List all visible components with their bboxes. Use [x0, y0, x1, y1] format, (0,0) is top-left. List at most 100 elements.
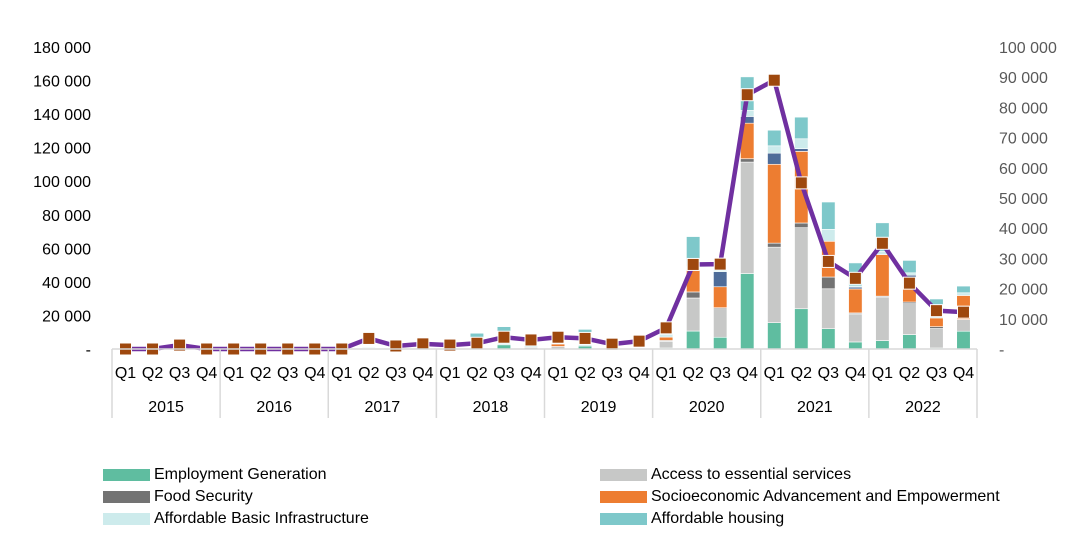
quarter-label: Q4: [953, 365, 974, 382]
quarter-label: Q2: [250, 365, 271, 382]
legend-swatch: [103, 469, 150, 481]
line-marker: [767, 73, 781, 87]
bar-segment: [740, 273, 755, 350]
bar-segment: [767, 163, 782, 244]
bar-segment: [956, 319, 971, 332]
legend-item-access-essential-services: Access to essential services: [600, 465, 851, 485]
legend-label: Employment Generation: [154, 466, 327, 483]
quarter-label: Q2: [466, 365, 487, 382]
bar-segment: [713, 308, 728, 338]
bar-segment: [794, 227, 809, 310]
bar-segment: [956, 292, 971, 296]
legend-swatch: [103, 491, 150, 503]
quarter-label: Q3: [493, 365, 514, 382]
line-marker: [929, 304, 943, 318]
right-axis: - 10 000 20 000 30 000 40 000 50 000 60 000 70 …: [999, 40, 1057, 359]
line-marker: [902, 276, 916, 290]
quarter-label: Q2: [358, 365, 379, 382]
quarter-label: Q3: [818, 365, 839, 382]
quarter-label: Q1: [439, 365, 460, 382]
quarter-label: Q2: [142, 365, 163, 382]
year-label: 2022: [905, 399, 941, 416]
bar-segment: [929, 328, 944, 349]
quarter-label: Q1: [547, 365, 568, 382]
right-tick-label: 10 000: [999, 312, 1048, 329]
bar-segment: [848, 313, 863, 343]
line-marker: [497, 330, 511, 344]
legend-swatch: [103, 513, 150, 525]
bar-segment: [821, 328, 836, 350]
x-axis: Q1 Q2 Q3 Q4 Q1 Q2 Q3 Q4 Q1 Q2 Q3 Q4 Q1 Q2 Q3 Q4 Q1 Q2 Q3 Q4…: [111, 348, 978, 418]
line-marker: [578, 331, 592, 345]
line-marker: [794, 176, 808, 190]
bar-segment: [794, 148, 809, 152]
line-marker: [848, 271, 862, 285]
quarter-label: Q2: [683, 365, 704, 382]
legend: Employment Generation Access to essentia…: [103, 465, 1083, 535]
right-tick-label: 50 000: [999, 191, 1048, 208]
year-label: 2020: [689, 399, 725, 416]
bar-segment: [902, 260, 917, 274]
left-tick-label: 20 000: [42, 308, 91, 325]
quarter-label: Q4: [196, 365, 217, 382]
bar-segment: [767, 242, 782, 248]
left-axis: - 20 000 40 000 60 000 80 000 100 000 120 000 1…: [33, 40, 91, 359]
quarter-label: Q2: [899, 365, 920, 382]
bar-segment: [794, 308, 809, 350]
bar-segment: [794, 138, 809, 149]
quarter-label: Q4: [412, 365, 433, 382]
bar-segment: [956, 285, 971, 294]
legend-swatch: [600, 513, 647, 525]
legend-label: Affordable Basic Infrastructure: [154, 510, 369, 527]
bar-segment: [902, 334, 917, 350]
left-tick-label: 80 000: [42, 208, 91, 225]
bar-segment: [767, 145, 782, 154]
bar-segment: [821, 288, 836, 329]
right-tick-label: -: [999, 342, 1004, 359]
bar-segment: [550, 343, 566, 347]
bar-segment: [956, 330, 971, 350]
line-marker: [821, 254, 835, 268]
legend-item-basic-infrastructure: Affordable Basic Infrastructure: [103, 509, 369, 529]
line-marker: [416, 337, 430, 351]
quarter-label: Q1: [872, 365, 893, 382]
legend-item-food-security: Food Security: [103, 487, 253, 507]
line-marker: [389, 339, 403, 353]
left-tick-label: 60 000: [42, 241, 91, 258]
left-tick-label: 160 000: [33, 74, 91, 91]
left-tick-label: 120 000: [33, 141, 91, 158]
bar-segment: [713, 286, 728, 309]
year-label: 2015: [148, 399, 184, 416]
right-tick-label: 90 000: [999, 70, 1048, 87]
right-tick-label: 60 000: [999, 161, 1048, 178]
line-marker: [443, 338, 457, 352]
left-tick-label: 180 000: [33, 40, 91, 57]
quarter-label: Q3: [926, 365, 947, 382]
bar-segment: [686, 297, 701, 332]
legend-item-socioeconomic: Socioeconomic Advancement and Empowermen…: [600, 487, 1000, 507]
right-tick-label: 80 000: [999, 100, 1048, 117]
quarter-label: Q2: [791, 365, 812, 382]
bar-segment: [929, 317, 944, 327]
right-tick-label: 40 000: [999, 221, 1048, 238]
total-line: [119, 73, 970, 356]
quarter-label: Q3: [385, 365, 406, 382]
legend-item-employment-generation: Employment Generation: [103, 465, 327, 485]
year-label: 2017: [365, 399, 401, 416]
bar-segment: [767, 246, 782, 323]
bar-segment: [821, 229, 836, 242]
bar-segment: [659, 334, 674, 338]
quarter-label: Q1: [115, 365, 136, 382]
legend-label: Socioeconomic Advancement and Empowermen…: [651, 488, 1000, 505]
left-tick-label: 140 000: [33, 107, 91, 124]
bar-segment: [740, 161, 755, 274]
legend-swatch: [600, 491, 647, 503]
quarter-label: Q3: [169, 365, 190, 382]
total-line-path: [125, 77, 964, 352]
bar-segment: [902, 303, 917, 335]
quarter-label: Q3: [601, 365, 622, 382]
quarter-label: Q4: [304, 365, 325, 382]
bar-segment: [875, 254, 890, 297]
bar-segment: [361, 347, 376, 349]
bar-segment: [848, 341, 863, 350]
